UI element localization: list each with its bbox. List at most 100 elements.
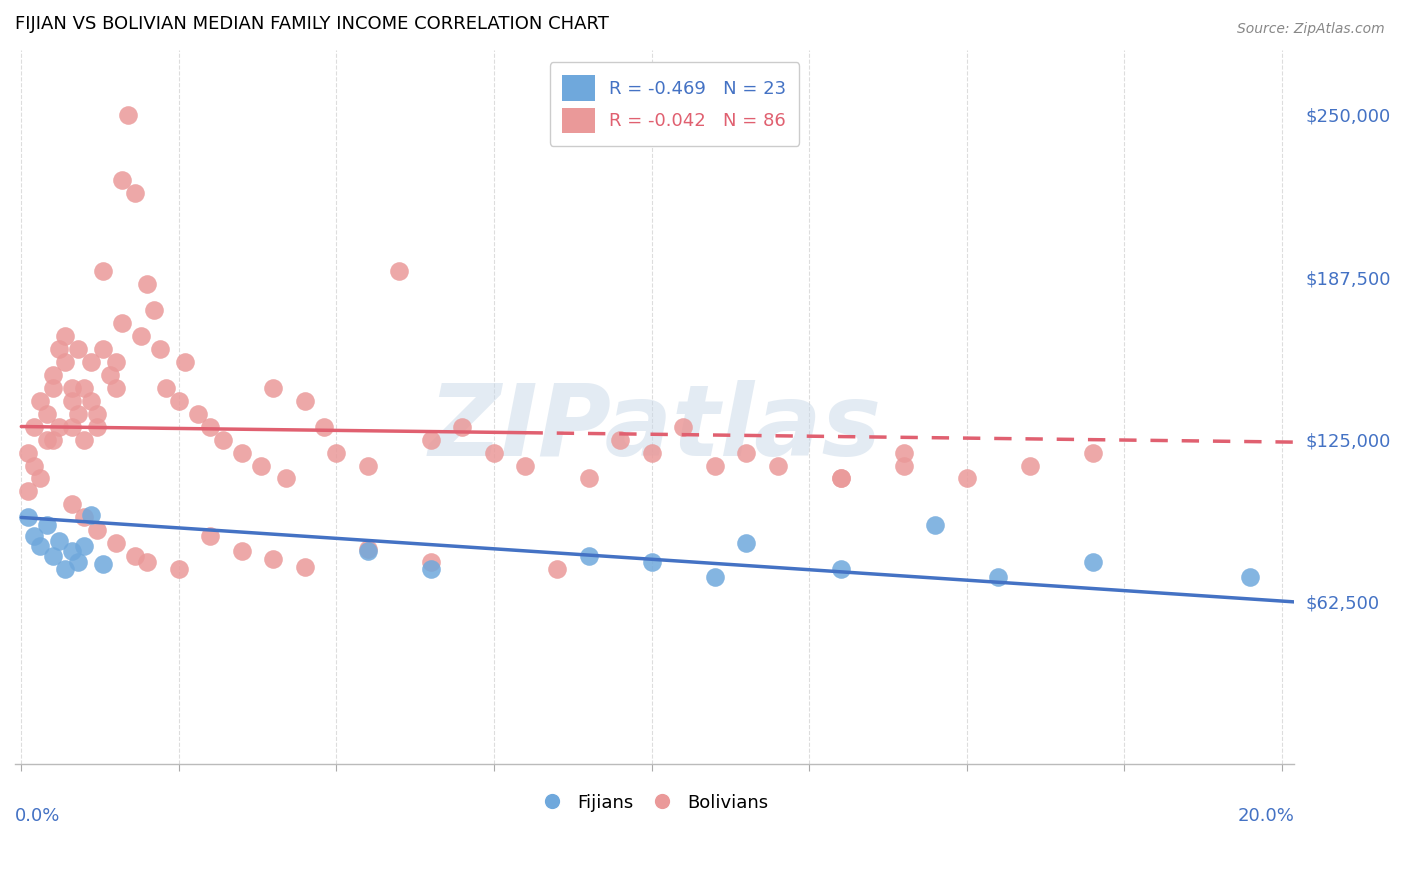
Point	[35, 433, 58, 447]
Point	[735, 445, 758, 459]
Text: 0.0%: 0.0%	[15, 807, 60, 825]
Text: 20.0%: 20.0%	[1237, 807, 1295, 825]
Text: Source: ZipAtlas.com: Source: ZipAtlas.com	[1237, 22, 1385, 37]
Point	[17, 445, 39, 459]
Point	[312, 419, 335, 434]
Point	[73, 433, 96, 447]
Point	[22, 458, 45, 473]
Point	[735, 536, 758, 550]
Point	[98, 368, 121, 382]
Point	[231, 544, 253, 558]
Point	[17, 484, 39, 499]
Point	[136, 277, 159, 291]
Point	[42, 368, 65, 382]
Point	[30, 471, 52, 485]
Point	[640, 555, 662, 569]
Point	[274, 471, 297, 485]
Point	[79, 508, 101, 522]
Point	[830, 471, 852, 485]
Point	[200, 529, 222, 543]
Point	[167, 393, 190, 408]
Point	[86, 524, 108, 538]
Point	[104, 536, 127, 550]
Point	[124, 549, 146, 564]
Point	[578, 471, 600, 485]
Point	[60, 419, 83, 434]
Point	[48, 533, 70, 548]
Point	[22, 419, 45, 434]
Point	[55, 562, 77, 576]
Point	[60, 544, 83, 558]
Point	[893, 445, 915, 459]
Point	[212, 433, 235, 447]
Point	[672, 419, 695, 434]
Point	[149, 342, 172, 356]
Point	[987, 570, 1010, 584]
Point	[924, 518, 946, 533]
Point	[86, 407, 108, 421]
Point	[388, 263, 411, 277]
Point	[609, 433, 631, 447]
Point	[482, 445, 505, 459]
Point	[1239, 570, 1261, 584]
Point	[703, 570, 725, 584]
Point	[60, 380, 83, 394]
Point	[66, 342, 89, 356]
Point	[640, 445, 662, 459]
Point	[104, 380, 127, 394]
Point	[42, 380, 65, 394]
Text: FIJIAN VS BOLIVIAN MEDIAN FAMILY INCOME CORRELATION CHART: FIJIAN VS BOLIVIAN MEDIAN FAMILY INCOME …	[15, 15, 609, 33]
Point	[42, 549, 65, 564]
Point	[231, 445, 253, 459]
Point	[1018, 458, 1040, 473]
Point	[48, 419, 70, 434]
Point	[73, 510, 96, 524]
Point	[111, 316, 134, 330]
Point	[142, 302, 165, 317]
Point	[22, 529, 45, 543]
Point	[35, 407, 58, 421]
Point	[79, 393, 101, 408]
Point	[42, 433, 65, 447]
Point	[262, 552, 284, 566]
Point	[35, 518, 58, 533]
Point	[1081, 555, 1104, 569]
Point	[91, 342, 114, 356]
Point	[420, 433, 443, 447]
Point	[830, 471, 852, 485]
Point	[79, 354, 101, 368]
Point	[1081, 445, 1104, 459]
Point	[249, 458, 271, 473]
Point	[174, 354, 197, 368]
Point	[48, 342, 70, 356]
Legend: Fijians, Bolivians: Fijians, Bolivians	[534, 786, 776, 820]
Point	[420, 562, 443, 576]
Point	[55, 328, 77, 343]
Point	[155, 380, 177, 394]
Point	[325, 445, 347, 459]
Point	[167, 562, 190, 576]
Point	[357, 541, 380, 556]
Point	[200, 419, 222, 434]
Point	[73, 539, 96, 553]
Point	[766, 458, 789, 473]
Point	[451, 419, 474, 434]
Point	[357, 544, 380, 558]
Point	[420, 555, 443, 569]
Point	[17, 510, 39, 524]
Point	[357, 458, 380, 473]
Point	[546, 562, 568, 576]
Point	[294, 559, 316, 574]
Point	[55, 354, 77, 368]
Point	[86, 419, 108, 434]
Point	[893, 458, 915, 473]
Point	[956, 471, 979, 485]
Point	[262, 380, 284, 394]
Text: ZIPatlas: ZIPatlas	[429, 380, 882, 477]
Point	[515, 458, 537, 473]
Point	[703, 458, 725, 473]
Point	[66, 407, 89, 421]
Point	[578, 549, 600, 564]
Point	[111, 172, 134, 186]
Point	[73, 380, 96, 394]
